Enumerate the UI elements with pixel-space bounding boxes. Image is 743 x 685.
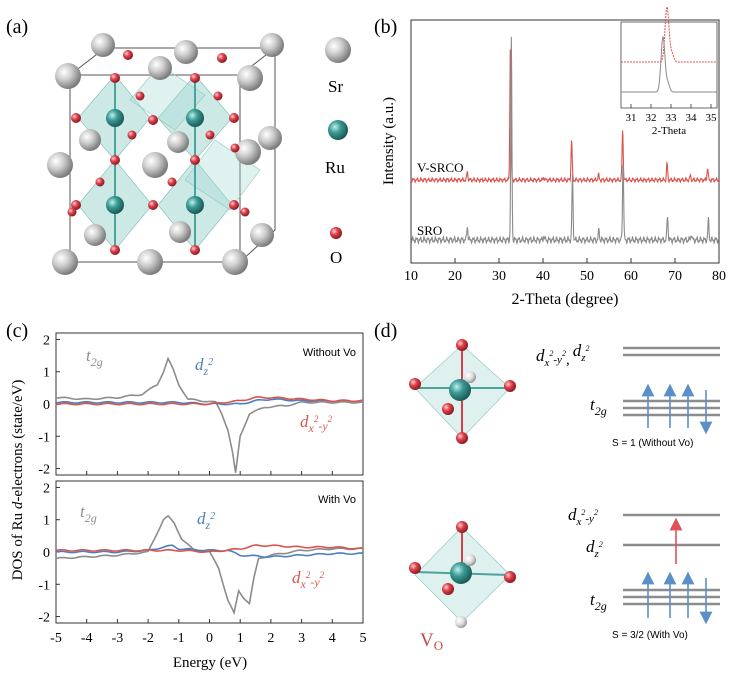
label-dx2y2-bottom: dx2-y2 [292, 568, 325, 591]
legend-sr: Sr [328, 77, 343, 96]
dos-xtick-label: -3 [112, 631, 124, 646]
inset-tick-label: 34 [686, 112, 698, 124]
t2g-label-top: t2g [590, 395, 607, 418]
dos-xtick-label: 2 [267, 631, 274, 646]
panel-b: (b) Intensity (a.u.) 2-Theta (degree) 10… [374, 5, 726, 308]
panel-c-label: (c) [6, 320, 28, 342]
dos-ytick-label: 2 [43, 333, 50, 348]
xrd-xtick-label: 50 [580, 269, 594, 284]
xrd-xtick-label: 40 [536, 269, 550, 284]
dos-xtick-label: -2 [142, 631, 154, 646]
dos-series-dx2-y2 [55, 544, 364, 554]
o-atom-icon [330, 227, 342, 239]
panel-a-label: (a) [6, 16, 28, 38]
dos-ytick-label: 0 [43, 546, 50, 561]
inset-tick-label: 31 [626, 112, 637, 124]
xrd-xticks: 10 20 30 40 50 60 70 80 [404, 258, 726, 284]
dos-ytick-label: 1 [43, 366, 50, 381]
dos-ytick-label: -2 [38, 463, 50, 478]
label-t2g-top: t2g [86, 346, 103, 369]
panel-b-label: (b) [374, 16, 397, 38]
octahedron-with-vo: VO [409, 521, 516, 653]
energy-levels-with-vo: dx2-y2 dz2 t2g S = 3/2 (With Vo) [568, 505, 720, 641]
dos-series [55, 356, 364, 616]
legend-ru: Ru [325, 158, 345, 177]
dos-xtick-label: -1 [173, 631, 185, 646]
dx2y2-level-label: dx2-y2 [568, 505, 598, 528]
dos-xtick-label: 4 [329, 631, 336, 646]
xrd-series-V-SRCO [410, 48, 720, 184]
ru-atom-icon [328, 120, 348, 140]
dos-ytick-label: -2 [38, 611, 50, 626]
dos-ytick-label: 0 [43, 398, 50, 413]
dos-ylabel: DOS of Ru d-electrons (state/eV) [10, 380, 26, 581]
xrd-inset: 31 32 33 34 35 2-Theta [620, 5, 718, 137]
xrd-series-SRO [410, 36, 720, 246]
dos-xtick-label: 1 [237, 631, 244, 646]
curve-label-vsrco: V-SRCO [417, 160, 463, 175]
xrd-xtick-label: 10 [404, 269, 418, 284]
inset-series-SRO [621, 35, 717, 93]
atom-legend: Sr Ru O [325, 37, 351, 267]
xrd-series [410, 36, 720, 246]
octahedron-without-vo [409, 339, 516, 444]
panel-d-label: (d) [374, 320, 397, 342]
inset-tick-label: 33 [666, 112, 678, 124]
xrd-xtick-label: 20 [448, 269, 462, 284]
spin-label-top: S = 1 (Without Vo) [612, 438, 693, 449]
dos-xtick-label: 3 [298, 631, 305, 646]
xrd-xtick-label: 80 [712, 269, 726, 284]
panel-d: (d) VO dx2-y2, dz2 t2g [374, 320, 720, 653]
dos-xtick-label: -5 [50, 631, 62, 646]
inset-tick-label: 32 [646, 112, 657, 124]
dos-xlabel: Energy (eV) [173, 655, 247, 671]
spin-label-bottom: S = 3/2 (With Vo) [612, 630, 688, 641]
xrd-ylabel: Intensity (a.u.) [381, 97, 397, 185]
panel-a: (a) [6, 16, 351, 275]
xrd-xtick-label: 30 [492, 269, 506, 284]
curve-label-sro: SRO [417, 223, 442, 238]
dos-xtick-label: -4 [81, 631, 93, 646]
dos-ytick-label: 1 [43, 514, 50, 529]
xrd-xlabel: 2-Theta (degree) [511, 291, 618, 308]
vacancy-icon [455, 616, 467, 628]
inset-series-V-SRCO [621, 5, 717, 63]
xrd-xtick-label: 60 [624, 269, 638, 284]
label-dz2-bottom: dz2 [197, 509, 215, 532]
t2g-label-bottom: t2g [590, 590, 607, 613]
inset-tick-label: 35 [706, 112, 718, 124]
legend-o: O [330, 248, 342, 267]
eg-levels-label: dx2-y2, dz2 [536, 341, 589, 369]
dos-top-title: Without Vo [303, 347, 356, 359]
sr-atom-icon [325, 37, 351, 63]
inset-xlabel: 2-Theta [652, 125, 686, 137]
dos-ytick-label: 2 [43, 481, 50, 496]
perovskite-crystal-structure [47, 33, 284, 275]
dos-series-t2g [55, 356, 364, 473]
dos-ytick-label: -1 [38, 578, 50, 593]
dos-xtick-label: 5 [360, 631, 367, 646]
dos-series-dx2-y2 [55, 396, 364, 406]
dos-ytick-label: -1 [38, 430, 50, 445]
dz2-level-label: dz2 [586, 537, 603, 560]
label-t2g-bottom: t2g [80, 502, 97, 525]
label-dz2-top: dz2 [195, 355, 213, 378]
energy-levels-without-vo: dx2-y2, dz2 t2g S = 1 (Without Vo) [536, 341, 720, 449]
xrd-plot-frame [410, 19, 720, 264]
vo-label: VO [420, 630, 443, 653]
dos-bottom-title: With Vo [318, 494, 356, 506]
label-dx2y2-top: dx2-y2 [300, 412, 333, 435]
panel-c: (c) DOS of Ru d-electrons (state/eV) Ene… [6, 320, 367, 671]
dos-series-dz2 [55, 544, 364, 559]
xrd-xtick-label: 70 [668, 269, 682, 284]
dos-xtick-label: 0 [206, 631, 213, 646]
